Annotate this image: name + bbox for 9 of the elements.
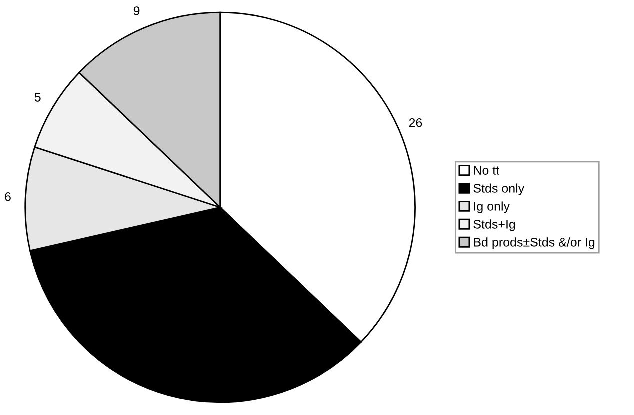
data-label: 9 xyxy=(134,6,140,16)
data-label: 6 xyxy=(5,192,11,202)
data-label: 26 xyxy=(409,118,422,128)
legend-label: Stds+Ig xyxy=(474,220,516,232)
legend-label: Bd prods±Stds &/or Ig xyxy=(474,238,595,250)
legend-label: Stds only xyxy=(474,184,525,196)
legend-label: No tt xyxy=(474,166,500,175)
legend-label: Ig only xyxy=(474,202,510,214)
data-label: 5 xyxy=(34,93,41,102)
